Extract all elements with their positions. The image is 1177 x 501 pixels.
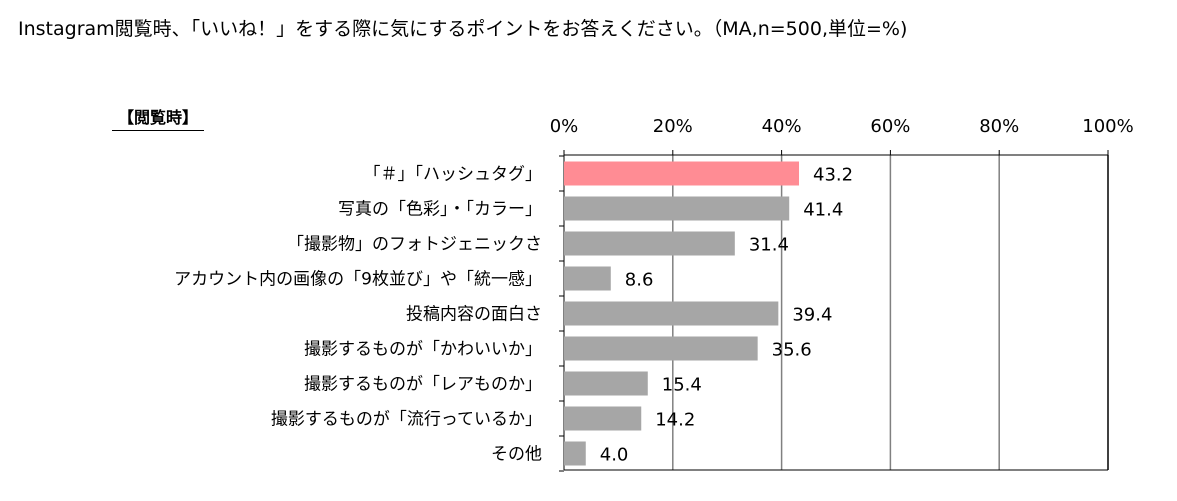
x-tick-label: 60% — [870, 116, 910, 137]
bar — [564, 336, 758, 361]
data-label: 14.2 — [655, 410, 695, 431]
data-label: 15.4 — [662, 375, 702, 396]
category-label: アカウント内の画像の「9枚並び」や「統一感」 — [174, 270, 542, 290]
category-label: 写真の「色彩」・「カラー」 — [338, 200, 542, 220]
bar — [564, 371, 648, 396]
data-label: 35.6 — [772, 340, 812, 361]
x-tick-label: 40% — [762, 116, 802, 137]
bar — [564, 161, 800, 186]
x-tick-label: 100% — [1082, 116, 1133, 137]
category-label: 撮影するものが「流行っているか」 — [271, 410, 542, 430]
category-label: その他 — [491, 445, 542, 465]
data-label: 31.4 — [749, 235, 789, 256]
bar — [564, 441, 586, 466]
bar — [564, 266, 611, 291]
bar — [564, 231, 735, 256]
x-tick-label: 20% — [653, 116, 693, 137]
data-label: 4.0 — [600, 445, 629, 466]
x-tick-label: 0% — [550, 116, 579, 137]
x-tick-label: 80% — [979, 116, 1019, 137]
category-label: 撮影するものが「レアものか」 — [304, 375, 542, 395]
category-label: 投稿内容の面白さ — [406, 305, 542, 325]
data-label: 39.4 — [792, 305, 832, 326]
category-label: 撮影するものが「かわいいか」 — [304, 340, 542, 360]
data-label: 43.2 — [813, 165, 853, 186]
category-label: 「撮影物」のフォトジェニックさ — [287, 235, 542, 255]
data-label: 41.4 — [803, 200, 843, 221]
bar — [564, 406, 642, 431]
chart-title: Instagram閲覧時、「いいね！」をする際に気にするポイントをお答えください… — [18, 18, 908, 40]
section-label: 【閲覧時】 — [112, 104, 205, 131]
data-label: 8.6 — [625, 270, 654, 291]
category-label: 「＃」「ハッシュタグ」 — [364, 165, 543, 185]
bar — [564, 301, 779, 326]
bar — [564, 196, 790, 221]
